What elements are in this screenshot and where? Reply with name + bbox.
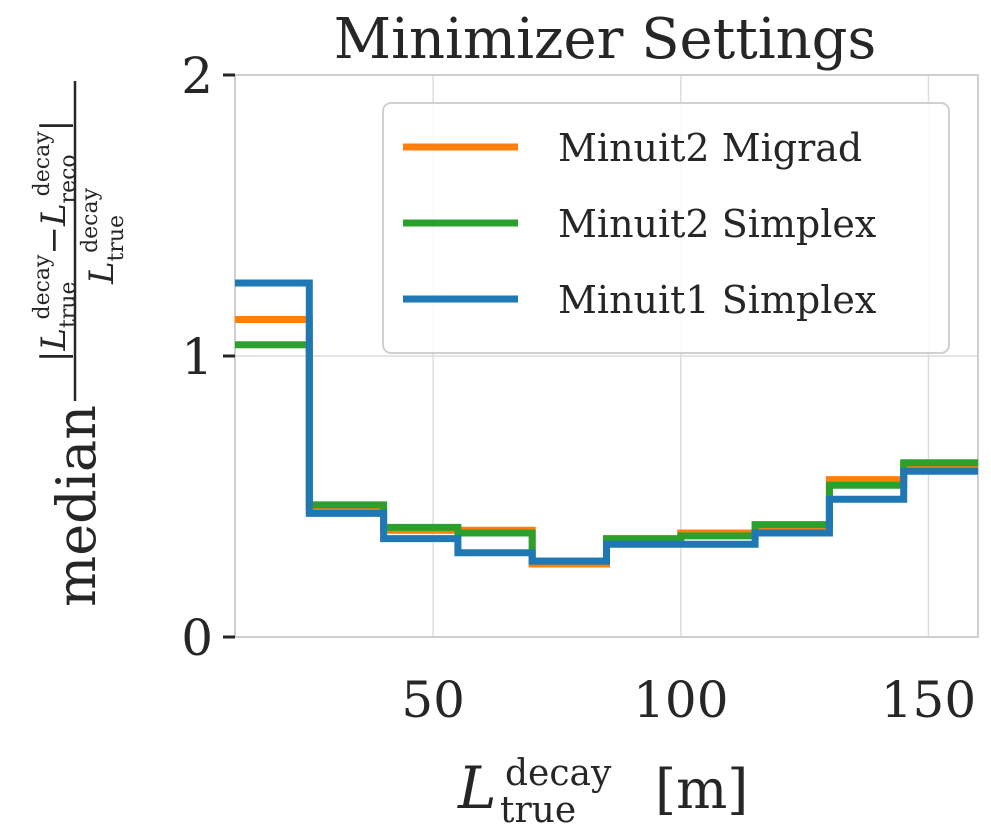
x-axis-label-sub: true bbox=[500, 790, 576, 828]
legend-label: Minuit1 Simplex bbox=[558, 278, 876, 322]
x-axis-label-unit: [m] bbox=[655, 758, 748, 821]
y-axis-label-prefix: median bbox=[45, 405, 108, 607]
legend-label: Minuit2 Migrad bbox=[558, 126, 862, 170]
series-layer bbox=[235, 279, 978, 568]
ticks: 0 1 2 50 100 150 bbox=[181, 47, 976, 729]
x-axis-label-main: L bbox=[457, 754, 497, 822]
y-tick-label: 1 bbox=[181, 328, 213, 386]
y-axis-label-denominator: Ltruedecay bbox=[78, 187, 129, 285]
x-tick-label: 150 bbox=[881, 671, 976, 729]
series-line-2 bbox=[235, 341, 978, 565]
y-tick-label: 0 bbox=[181, 609, 213, 667]
y-axis-label-numerator: |Ltruedecay−Lrecodecay| bbox=[30, 120, 81, 362]
x-tick-label: 100 bbox=[633, 671, 728, 729]
x-axis-label-sup: decay bbox=[505, 753, 612, 794]
y-tick-label: 2 bbox=[181, 47, 213, 105]
y-axis-label: median |Ltruedecay−Lrecodecay| Ltruedeca… bbox=[30, 81, 129, 607]
series-line-3 bbox=[235, 279, 978, 565]
legend: Minuit2 Migrad Minuit2 Simplex Minuit1 Sim… bbox=[382, 102, 950, 354]
legend-box bbox=[382, 102, 950, 354]
x-tick-label: 50 bbox=[401, 671, 465, 729]
y-axis-label-fraction: |Ltruedecay−Lrecodecay| Ltruedecay bbox=[30, 81, 129, 401]
legend-label: Minuit2 Simplex bbox=[558, 202, 876, 246]
x-axis-label: L decay true [m] bbox=[457, 753, 748, 828]
chart-title: Minimizer Settings bbox=[334, 7, 877, 72]
